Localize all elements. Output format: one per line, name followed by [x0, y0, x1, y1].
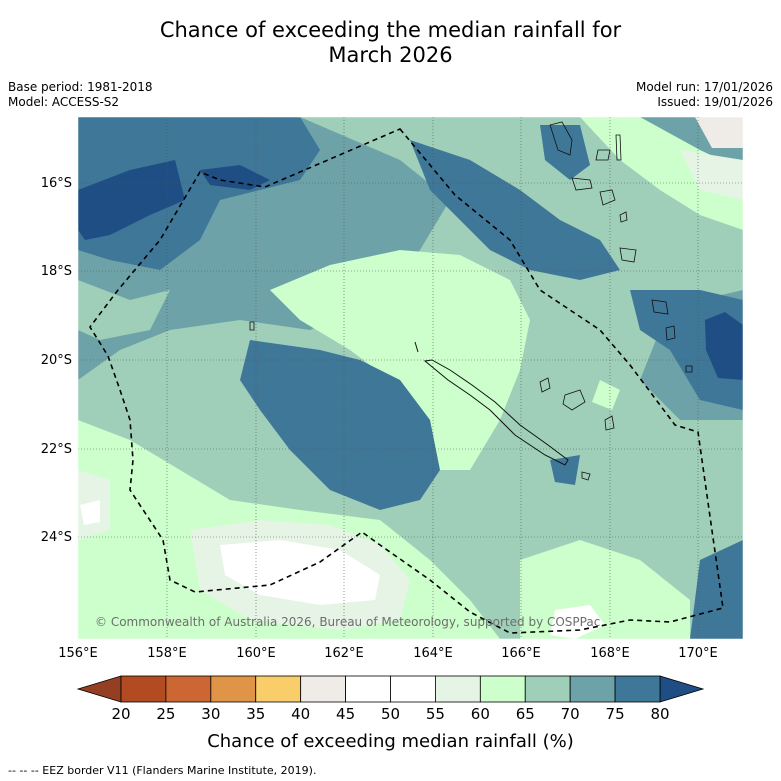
colorbar-tick-65: 65 [515, 705, 535, 723]
maewo-coast [615, 134, 622, 161]
colorbar-tick-25: 25 [156, 705, 176, 723]
lat-label-18s: 18°S [40, 264, 72, 279]
lat-label-16s: 16°S [40, 176, 72, 191]
colorbar-cell-50-55 [390, 675, 436, 703]
eez-border [89, 128, 724, 634]
lon-label-166e: 166°E [501, 646, 541, 661]
colorbar-cell-65-70 [524, 675, 571, 703]
band-75-80-north [410, 140, 620, 280]
issued-date: Issued: 19/01/2026 [657, 95, 773, 109]
belep-islands [414, 341, 419, 353]
lon-label-156e: 156°E [58, 646, 98, 661]
model-run: Model run: 17/01/2026 [635, 80, 773, 94]
lon-label-164e: 164°E [413, 646, 453, 661]
map-title: Chance of exceeding the median rainfall … [0, 18, 781, 68]
colorbar-cell-30-35 [210, 675, 257, 703]
colorbar [76, 675, 705, 703]
colorbar-cell-40-45 [300, 675, 346, 703]
band-55-60-ne [680, 150, 743, 200]
map-frame [77, 116, 744, 640]
lon-label-160e: 160°E [236, 646, 276, 661]
meta-left: Base period: 1981-2018 Model: ACCESS-S2 [8, 80, 153, 110]
lon-label-158e: 158°E [147, 646, 187, 661]
aneityum-coast [685, 365, 693, 373]
base-period: Base period: 1981-2018 [8, 80, 153, 94]
colorbar-tick-35: 35 [246, 705, 266, 723]
lat-label-20s: 20°S [40, 353, 72, 368]
ambae-coast [595, 149, 611, 161]
colorbar-cell-35-40 [255, 675, 302, 703]
ambrym-coast [599, 189, 616, 206]
chesterfield-islands [249, 321, 255, 331]
band-50-55-west [80, 500, 100, 525]
colorbar-cell-60-65 [479, 675, 526, 703]
colorbar-low-extension [76, 675, 122, 703]
graticule [78, 117, 743, 639]
colorbar-cell-70-75 [569, 675, 616, 703]
colorbar-tick-45: 45 [336, 705, 356, 723]
espiritu-santo-coast [549, 121, 573, 156]
colorbar-tick-55: 55 [425, 705, 445, 723]
colorbar-tick-80: 80 [650, 705, 670, 723]
copyright-notice: © Commonwealth of Australia 2026, Bureau… [95, 615, 600, 629]
band-80plus-west [78, 160, 185, 240]
lat-label-24s: 24°S [40, 530, 72, 545]
band-80plus-east [705, 312, 743, 380]
colorbar-cell-20-25 [120, 675, 167, 703]
epi-coast [619, 211, 628, 223]
band-75-80-nw [78, 117, 320, 270]
colorbar-cell-25-30 [165, 675, 212, 703]
mare-coast [604, 415, 615, 431]
colorbar-tick-70: 70 [560, 705, 580, 723]
rainfall-map [78, 117, 743, 639]
title-line-2: March 2026 [328, 43, 453, 67]
colorbar-high-extension [659, 675, 705, 703]
band-75-80-south-nc [550, 455, 580, 485]
erromango-coast [651, 299, 669, 315]
colorbar-cell-75-80 [614, 675, 661, 703]
lat-label-22s: 22°S [40, 442, 72, 457]
band-40-45-ne [695, 117, 743, 148]
model-name: Model: ACCESS-S2 [8, 95, 120, 109]
colorbar-cell-45-50 [345, 675, 391, 703]
efate-coast [619, 247, 637, 263]
lon-label-162e: 162°E [324, 646, 364, 661]
lifou-coast [562, 389, 586, 411]
band-80plus-north [200, 165, 270, 190]
band-75-80-center [240, 340, 440, 510]
colorbar-tick-30: 30 [201, 705, 221, 723]
colorbar-tick-60: 60 [470, 705, 490, 723]
new-caledonia-coast [423, 359, 569, 466]
ouvea-coast [539, 377, 551, 393]
lon-label-170e: 170°E [678, 646, 718, 661]
malekula-coast [571, 177, 593, 191]
band-75-80-se [690, 540, 743, 639]
colorbar-tick-75: 75 [605, 705, 625, 723]
colorbar-cell-55-60 [435, 675, 481, 703]
isle-of-pines-coast [581, 471, 591, 481]
band-50-55-se [550, 605, 605, 639]
title-line-1: Chance of exceeding the median rainfall … [159, 18, 622, 42]
colorbar-title: Chance of exceeding median rainfall (%) [207, 731, 574, 752]
band-60-65-patch [592, 380, 620, 410]
band-50-55-south [220, 540, 380, 605]
tanna-coast [665, 325, 676, 341]
band-65-70-west [78, 280, 170, 340]
eez-footnote: -- -- -- EEZ border V11 (Flanders Marine… [8, 764, 317, 777]
colorbar-tick-40: 40 [291, 705, 311, 723]
colorbar-tick-50: 50 [380, 705, 401, 723]
lon-label-168e: 168°E [590, 646, 630, 661]
colorbar-tick-20: 20 [111, 705, 131, 723]
meta-right: Model run: 17/01/2026 Issued: 19/01/2026 [636, 80, 773, 110]
